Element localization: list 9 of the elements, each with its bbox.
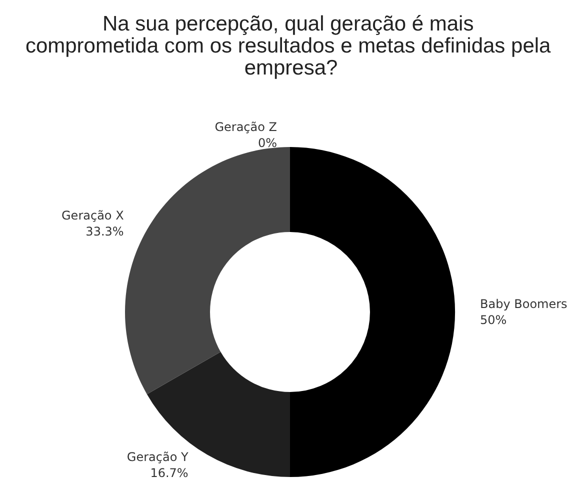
slice-label: Geração Y [126, 450, 190, 464]
data-label: 50% [480, 313, 507, 327]
text: 0% [258, 136, 277, 150]
slice-label: Baby Boomers [480, 297, 568, 311]
chart-title: Na sua percepção, qual geração é mais comprometida com os resultados e metas definidas pela empresa? [25, 12, 557, 80]
slice-label: Geração X [62, 208, 124, 222]
data-label: 33.3% [86, 224, 124, 238]
data-label: 16.7% [150, 466, 188, 480]
category-label: Geração Z [214, 120, 277, 134]
